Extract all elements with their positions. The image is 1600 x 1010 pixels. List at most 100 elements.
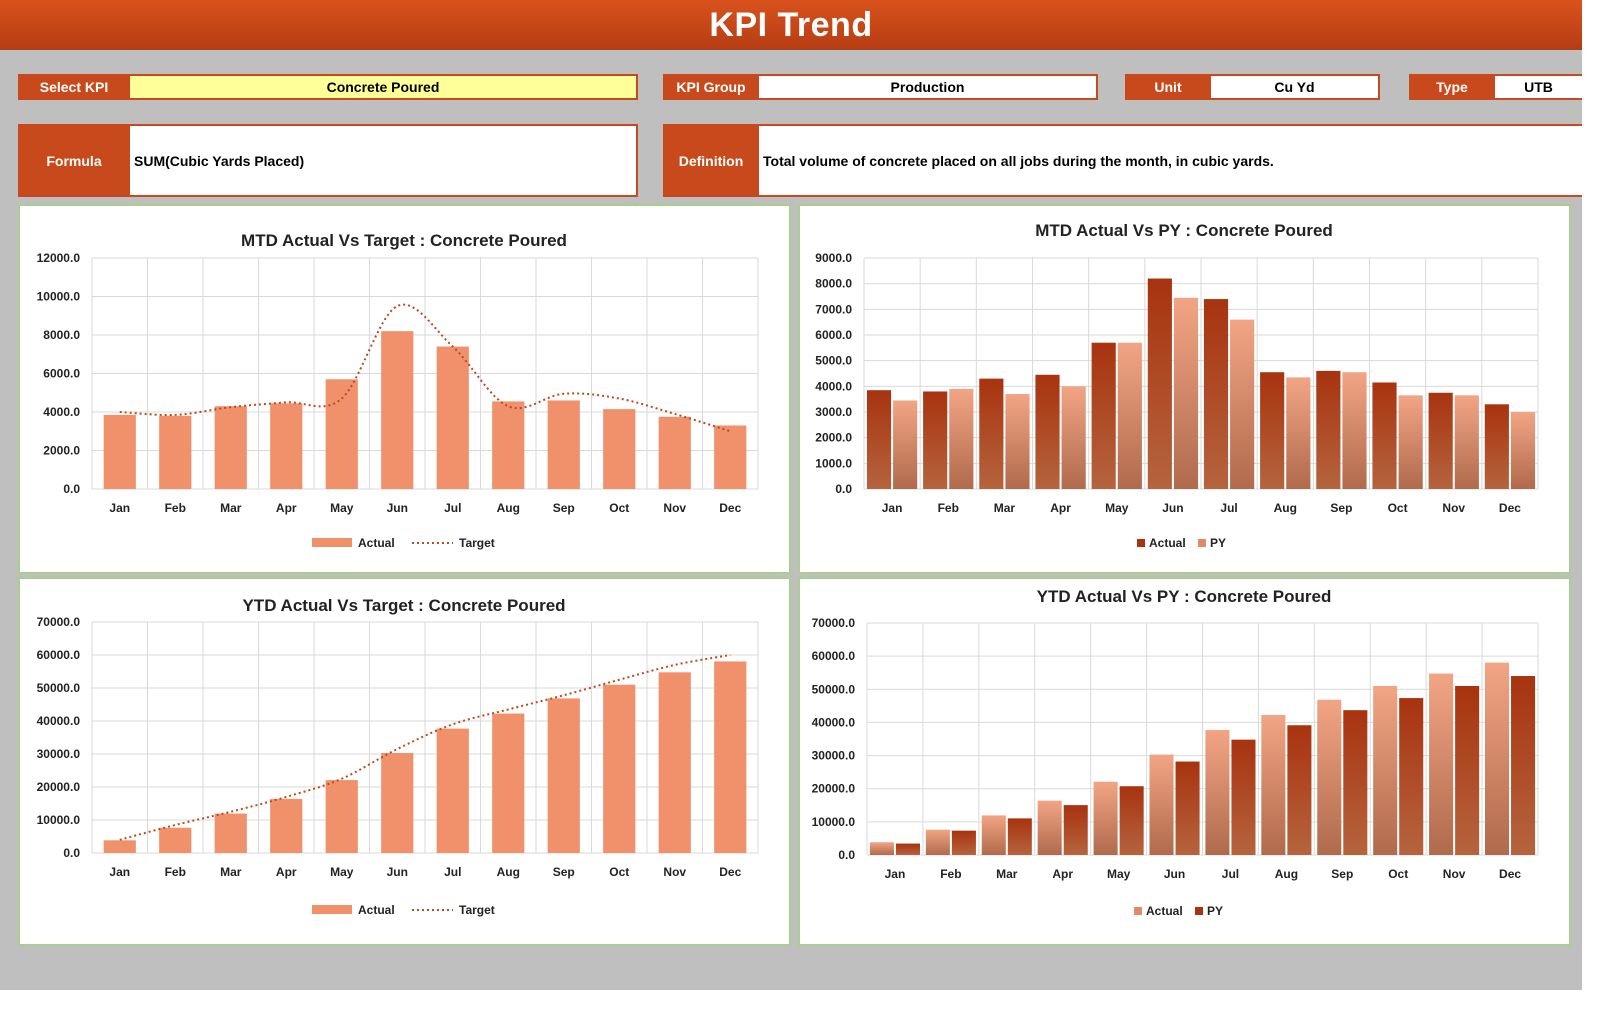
bar-py: [893, 400, 918, 489]
bar-py: [1175, 761, 1200, 855]
bar-py: [1510, 412, 1536, 489]
y-tick-label: 50000.0: [37, 681, 81, 695]
bar-actual: [325, 780, 358, 853]
bar-py: [951, 830, 976, 855]
y-tick-label: 10000.0: [812, 815, 856, 829]
x-tick-label: Feb: [165, 865, 186, 879]
chart-mtd-actual-vs-py: MTD Actual Vs PY : Concrete Poured 0.0 100…: [798, 204, 1571, 574]
bar-py: [1230, 319, 1255, 489]
x-tick-label: Oct: [609, 501, 629, 515]
x-tick-label: Mar: [996, 867, 1018, 881]
bar-actual: [270, 403, 303, 489]
x-tick-label: Nov: [663, 501, 686, 515]
bar-actual: [979, 378, 1004, 489]
legend-swatch-actual: [312, 905, 352, 914]
x-tick-label: May: [1105, 501, 1129, 515]
y-tick-label: 10000.0: [37, 290, 81, 304]
bar-actual: [714, 661, 747, 853]
y-tick-label: 2000.0: [43, 444, 80, 458]
x-tick-label: Jul: [1220, 501, 1237, 515]
bar-actual: [1484, 662, 1510, 855]
x-tick-label: Sep: [1330, 501, 1352, 515]
y-tick-label: 7000.0: [815, 302, 852, 316]
bar-actual: [325, 379, 358, 489]
x-tick-label: Jan: [885, 867, 906, 881]
y-tick-label: 4000.0: [815, 379, 852, 393]
bar-actual: [1316, 370, 1341, 489]
bar-actual: [658, 416, 691, 489]
bar-actual: [866, 390, 892, 489]
y-tick-label: 6000.0: [815, 328, 852, 342]
y-tick-label: 0.0: [63, 846, 80, 860]
x-tick-label: Sep: [553, 501, 575, 515]
x-tick-label: Mar: [220, 865, 242, 879]
bar-py: [1007, 818, 1032, 855]
formula-value: SUM(Cubic Yards Placed): [130, 124, 638, 197]
y-tick-label: 9000.0: [815, 251, 852, 265]
legend-label-actual: Actual: [1149, 536, 1186, 550]
bar-py: [1061, 386, 1086, 489]
x-tick-label: Apr: [276, 865, 297, 879]
x-tick-label: Dec: [1499, 867, 1521, 881]
y-tick-label: 4000.0: [43, 405, 80, 419]
bar-actual: [1372, 382, 1397, 489]
bar-actual: [1373, 685, 1398, 855]
y-tick-label: 30000.0: [37, 747, 81, 761]
bar-actual: [1205, 730, 1230, 855]
x-tick-label: Dec: [719, 865, 741, 879]
chart-ytd-actual-vs-py: YTD Actual Vs PY : Concrete Poured 0.0 100…: [798, 577, 1571, 946]
dashboard-canvas: KPI Trend Select KPI Concrete Poured KPI…: [0, 0, 1582, 990]
bar-actual: [103, 414, 136, 489]
select-kpi-label: Select KPI: [18, 74, 130, 100]
bar-py: [1398, 395, 1423, 489]
unit-label: Unit: [1125, 74, 1211, 100]
bar-py: [1231, 739, 1256, 855]
bar-actual: [1429, 673, 1454, 855]
legend-label-py: PY: [1207, 904, 1223, 918]
x-tick-label: Apr: [1052, 867, 1073, 881]
y-tick-label: 20000.0: [37, 780, 81, 794]
bar-actual: [923, 391, 948, 489]
bar-actual: [1317, 699, 1342, 855]
select-kpi-dropdown[interactable]: Concrete Poured: [130, 74, 638, 100]
x-tick-label: May: [330, 865, 354, 879]
bar-actual: [1147, 278, 1172, 489]
x-tick-label: Feb: [165, 501, 186, 515]
y-tick-label: 0.0: [63, 482, 80, 496]
bar-actual: [981, 815, 1006, 855]
x-tick-label: Nov: [663, 865, 686, 879]
chart-ytd-actual-vs-target: YTD Actual Vs Target : Concrete Poured 0.…: [18, 577, 791, 946]
x-tick-label: Jun: [1162, 501, 1183, 515]
line-target: [119, 303, 731, 433]
bar-py: [1173, 297, 1199, 489]
y-tick-label: 6000.0: [43, 367, 80, 381]
legend-label-actual: Actual: [358, 536, 395, 550]
bar-py: [1511, 676, 1536, 855]
y-tick-label: 10000.0: [37, 813, 81, 827]
bar-actual: [492, 401, 525, 489]
x-tick-label: Jun: [387, 865, 408, 879]
x-tick-label: May: [1107, 867, 1131, 881]
mtd-actual-vs-target-svg: MTD Actual Vs Target : Concrete Poured 0.…: [37, 231, 759, 550]
bar-py: [1342, 372, 1367, 489]
definition-value: Total volume of concrete placed on all j…: [759, 124, 1582, 197]
unit-value: Cu Yd: [1211, 74, 1380, 100]
bar-actual: [1149, 754, 1174, 855]
kpi-group-value: Production: [759, 74, 1098, 100]
x-tick-label: Sep: [553, 865, 575, 879]
bar-actual: [1484, 404, 1509, 489]
y-tick-label: 3000.0: [815, 405, 852, 419]
x-tick-label: Jul: [444, 865, 461, 879]
bar-actual: [436, 728, 469, 853]
legend-label-target: Target: [459, 536, 495, 550]
bar-py: [1399, 698, 1424, 855]
bar-py: [1287, 725, 1312, 855]
bar-py: [1117, 342, 1142, 489]
y-tick-label: 0.0: [838, 848, 855, 862]
y-tick-label: 12000.0: [37, 251, 81, 265]
definition-label: Definition: [663, 124, 759, 197]
x-tick-label: Apr: [276, 501, 297, 515]
bar-actual: [436, 346, 469, 489]
x-tick-label: Oct: [1388, 867, 1408, 881]
y-tick-label: 1000.0: [815, 456, 852, 470]
